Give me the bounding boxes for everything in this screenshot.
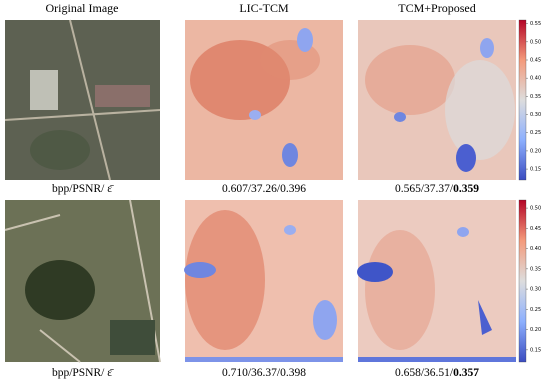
column-header: TCM+Proposed [398, 1, 475, 15]
colorbar-tick-label: 0.20 [530, 148, 541, 154]
colorbar-tick-label: 0.15 [530, 167, 541, 173]
error-heatmap [184, 200, 343, 362]
metrics: 0.658/36.51/0.357 [395, 367, 479, 379]
colorbar-tick-label: 0.20 [530, 327, 541, 333]
error-heatmap [357, 200, 516, 362]
colorbar-tick-label: 0.50 [530, 39, 541, 45]
colorbar-tick-label: 0.15 [530, 347, 541, 353]
colorbar-tick-label: 0.35 [530, 266, 541, 272]
colorbar [518, 199, 527, 363]
colorbar-tick-label: 0.25 [530, 130, 541, 136]
metrics-text: 0.565/37.37/ [395, 183, 454, 195]
colorbar-tick-label: 0.35 [530, 94, 541, 100]
colorbar-tick-label: 0.30 [530, 287, 541, 293]
row-label: bpp/PSNR/ ε̄ [52, 183, 114, 195]
original-image [4, 199, 161, 363]
metrics: 0.710/36.37/0.398 [222, 367, 306, 379]
metrics-text: 0.658/36.51/ [395, 367, 454, 379]
colorbar-tick-label: 0.55 [530, 21, 541, 27]
colorbar-tick-label: 0.45 [530, 226, 541, 232]
metrics-best: 0.357 [453, 367, 479, 379]
column-header: Original Image [46, 1, 119, 15]
colorbar-tick-label: 0.25 [530, 307, 541, 313]
colorbar-tick-label: 0.30 [530, 112, 541, 118]
column-header: LIC-TCM [239, 1, 289, 15]
original-image [4, 19, 161, 181]
metrics-best: 0.359 [453, 183, 479, 195]
colorbar [518, 19, 527, 181]
metrics: 0.565/37.37/0.359 [395, 183, 479, 195]
colorbar-tick-label: 0.40 [530, 246, 541, 252]
error-heatmap [358, 20, 516, 180]
colorbar-tick-label: 0.45 [530, 58, 541, 64]
colorbar-tick-label: 0.50 [530, 206, 541, 212]
error-heatmap [185, 20, 343, 180]
metrics: 0.607/37.26/0.396 [222, 183, 306, 195]
row-label: bpp/PSNR/ ε̄ [52, 367, 114, 379]
colorbar-tick-label: 0.40 [530, 76, 541, 82]
